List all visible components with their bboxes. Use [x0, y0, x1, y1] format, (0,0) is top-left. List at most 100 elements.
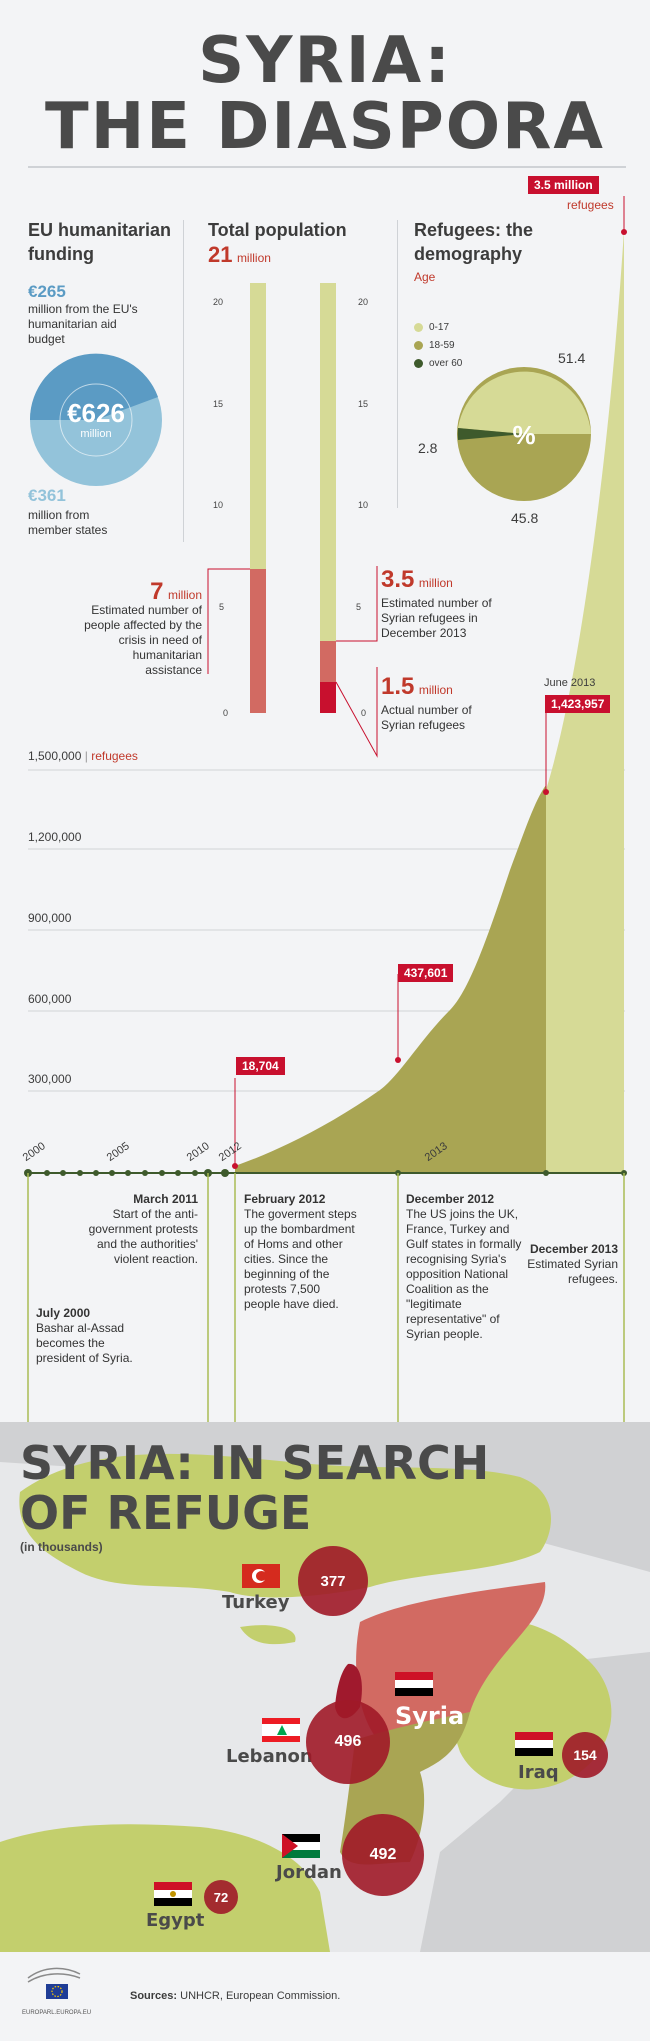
event-july-2000: July 2000 Bashar al-Assad becomes the pr… — [36, 1306, 146, 1366]
estimated-area — [235, 230, 624, 1173]
callout-feb-2012: 18,704 — [236, 1057, 285, 1075]
jordan-bubble: 492 — [342, 1814, 424, 1896]
y-tick-1200000: 1,200,000 — [28, 830, 82, 844]
slice-0-17 — [458, 371, 591, 434]
y-axis-main-unit: refugees — [91, 749, 138, 763]
actual-bar — [320, 682, 336, 713]
callout-dec-2012: 437,601 — [398, 964, 454, 982]
event-text: The goverment steps up the bombardment o… — [244, 1207, 357, 1311]
tick-l-10: 10 — [213, 500, 224, 510]
eu-slice — [29, 353, 158, 420]
egypt-flag-icon — [154, 1882, 192, 1906]
tick-r-10: 10 — [358, 500, 369, 510]
syria-label: Syria — [395, 1702, 465, 1730]
legend-item: over 60 — [414, 354, 504, 372]
legend-label: over 60 — [429, 357, 463, 369]
turkey-shape — [19, 1453, 552, 1598]
slice-over-60 — [457, 428, 524, 440]
tick-l-5: 5 — [219, 602, 225, 612]
affected-bar — [250, 569, 266, 713]
legend-label: 0-17 — [429, 321, 450, 333]
iraq-label: Iraq — [518, 1762, 559, 1783]
affected-figure: 7 million — [90, 578, 202, 606]
lebanon-flag-icon — [262, 1718, 300, 1742]
sources-label: Sources: — [130, 1990, 178, 2002]
population-bar-left — [250, 283, 266, 569]
population-total-unit: million — [236, 251, 271, 265]
population-total: 21 million — [208, 242, 271, 268]
event-dec-2012: December 2012 The US joins the UK, Franc… — [406, 1192, 524, 1342]
tick-r-15: 15 — [358, 399, 369, 409]
affected-desc: Estimated number of people affected by t… — [84, 603, 202, 677]
pct-0-17: 51.4 — [558, 350, 586, 366]
estimated-unit: million — [418, 576, 453, 590]
member-amount: €361 — [28, 486, 66, 505]
page-title-line2: THE DIASPORA — [45, 90, 605, 164]
demography-legend: 0-17 18-59 over 60 — [414, 318, 504, 372]
turkey-flag-icon — [242, 1564, 280, 1588]
pct-18-59: 45.8 — [511, 510, 539, 526]
legend-item: 0-17 — [414, 318, 504, 336]
event-date: February 2012 — [244, 1192, 326, 1206]
estimated-figure: 3.5 million — [381, 566, 453, 594]
legend-dot-icon — [414, 358, 423, 368]
inner-ring — [59, 383, 133, 457]
lebanon-label: Lebanon — [226, 1746, 313, 1767]
event-date: July 2000 — [36, 1306, 91, 1320]
funding-pie — [29, 353, 162, 486]
logo-text: EUROPARL.EUROPA.EU — [22, 2010, 92, 2016]
jordan-flag-icon — [282, 1834, 320, 1858]
population-heading: Total population — [208, 220, 347, 240]
jordan-label: Jordan — [276, 1862, 342, 1883]
pct-over-60: 2.8 — [418, 440, 438, 456]
affected-unit: million — [167, 588, 202, 602]
sources: Sources: UNHCR, European Commission. — [130, 1990, 340, 2002]
title-divider — [28, 166, 626, 168]
tick-r-5: 5 — [356, 602, 362, 612]
map-subtitle: (in thousands) — [20, 1540, 103, 1554]
event-text: Start of the anti-government protests an… — [88, 1207, 198, 1266]
legend-dot-icon — [414, 340, 423, 350]
event-date: March 2011 — [133, 1192, 198, 1206]
tick-r-0: 0 — [361, 708, 367, 718]
actual-unit: million — [418, 683, 453, 697]
col-divider-2 — [397, 220, 398, 508]
event-march-2011: March 2011 Start of the anti-government … — [88, 1192, 198, 1267]
pie-symbol: % — [512, 420, 536, 450]
map-title-line1: SYRIA: IN SEARCH — [20, 1436, 490, 1490]
callout-jun-2013: 1,423,957 — [545, 695, 611, 713]
demography-sub: Age — [414, 270, 436, 284]
top-callout: 3.5 million — [528, 176, 599, 194]
syria-flag-icon — [395, 1672, 433, 1696]
estimated-num: 3.5 — [381, 566, 415, 593]
egypt-label: Egypt — [146, 1910, 205, 1931]
legend-item: 18-59 — [414, 336, 504, 354]
y-axis-main-value: 1,500,000 — [28, 749, 82, 763]
event-text: Estimated Syrian refugees. — [527, 1257, 618, 1286]
legend-dot-icon — [414, 322, 423, 332]
lebanon-bubble: 496 — [306, 1700, 390, 1784]
turkey-bubble: 377 — [298, 1546, 368, 1616]
actual-area — [235, 785, 546, 1173]
map-title-line2: OF REFUGE — [20, 1486, 312, 1540]
y-tick-900000: 900,000 — [28, 911, 72, 925]
estimated-desc: Estimated number of Syrian refugees in D… — [381, 596, 492, 640]
iraq-bubble: 154 — [562, 1732, 608, 1778]
actual-desc: Actual number of Syrian refugees — [381, 703, 472, 732]
population-total-num: 21 — [208, 242, 233, 267]
event-feb-2012: February 2012 The goverment steps up the… — [244, 1192, 358, 1312]
demography-heading: Refugees: the demography — [414, 220, 534, 264]
iraq-flag-icon — [515, 1732, 553, 1756]
y-axis-main: 1,500,000 | refugees — [28, 749, 138, 763]
event-dec-2013: December 2013 Estimated Syrian refugees. — [516, 1242, 618, 1287]
member-desc: million from member states — [28, 508, 108, 537]
june-label: June 2013 — [544, 677, 596, 689]
syria-shape — [356, 1582, 546, 1742]
legend-label: 18-59 — [429, 339, 455, 351]
top-callout-unit: refugees — [567, 198, 614, 212]
europarl-logo-icon — [27, 1967, 81, 1999]
event-date: December 2013 — [529, 1242, 618, 1256]
egypt-bubble: 72 — [204, 1880, 238, 1914]
col-divider-1 — [183, 220, 184, 542]
population-bar-right — [320, 283, 336, 641]
